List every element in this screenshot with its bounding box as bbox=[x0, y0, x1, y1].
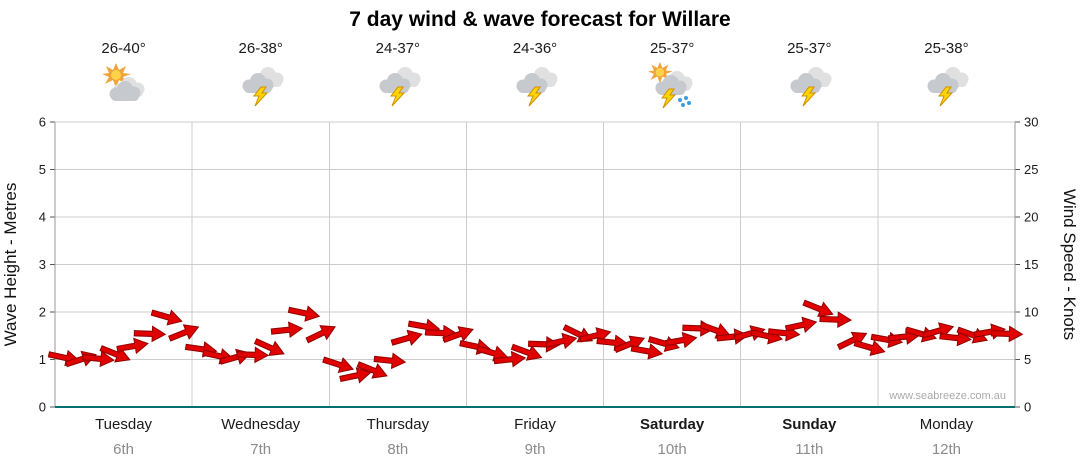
cloud-shape bbox=[655, 75, 687, 95]
left-tick-label: 0 bbox=[39, 400, 46, 415]
wind-arrow bbox=[99, 345, 131, 363]
lightning-bolt bbox=[252, 86, 268, 107]
day-name-label: Monday bbox=[919, 416, 974, 433]
chart-title: 7 day wind & wave forecast for Willare bbox=[349, 8, 731, 31]
day-temperature-range: 25-38° bbox=[924, 40, 969, 57]
lightning-bolt bbox=[661, 88, 677, 109]
wind-arrow bbox=[168, 324, 200, 342]
wind-arrow bbox=[784, 316, 818, 333]
wind-arrow bbox=[373, 352, 407, 370]
wind-arrow bbox=[305, 325, 336, 344]
wind-arrow bbox=[819, 311, 852, 328]
sun-behind-cloud-icon bbox=[99, 62, 149, 110]
wind-arrow bbox=[287, 305, 321, 322]
day-temperature-range: 25-37° bbox=[787, 40, 832, 57]
right-tick-label: 5 bbox=[1024, 352, 1031, 367]
day-temperature-range: 25-37° bbox=[649, 40, 695, 57]
day-date-label: 12th bbox=[931, 441, 962, 458]
day-name-label: Friday bbox=[514, 416, 556, 433]
day-date-label: 6th bbox=[113, 441, 134, 458]
rain-drop bbox=[684, 96, 689, 100]
rain-drop bbox=[681, 103, 686, 107]
left-tick-label: 4 bbox=[39, 210, 46, 225]
day-name-label: Thursday bbox=[366, 416, 430, 433]
wind-arrow bbox=[956, 326, 989, 344]
wind-arrow bbox=[836, 331, 868, 351]
day-temperature-range: 24-36° bbox=[512, 40, 558, 57]
day-name-label: Tuesday bbox=[95, 416, 153, 433]
wind-arrow bbox=[356, 361, 388, 379]
thunderstorm-icon bbox=[236, 62, 286, 110]
thunderstorm-icon bbox=[373, 62, 423, 110]
day-date-label: 11th bbox=[795, 441, 824, 458]
day-name-label: Sunday bbox=[782, 416, 837, 433]
right-tick-label: 0 bbox=[1024, 400, 1031, 415]
day-date-label: 7th bbox=[250, 441, 272, 458]
day-name-label: Wednesday bbox=[221, 416, 301, 433]
wind-arrow bbox=[802, 299, 834, 317]
thunderstorm-icon bbox=[921, 62, 971, 110]
wind-arrow bbox=[116, 337, 149, 355]
left-tick-label: 5 bbox=[39, 162, 46, 177]
left-axis-label: Wave Height - Metres bbox=[1, 183, 20, 347]
watermark: www.seabreeze.com.au bbox=[888, 390, 1006, 402]
day-temperature-range: 26-40° bbox=[101, 40, 146, 57]
left-tick-label: 1 bbox=[39, 352, 46, 367]
wind-arrow bbox=[133, 325, 167, 343]
day-date-label: 10th bbox=[657, 441, 687, 458]
wind-arrow bbox=[150, 309, 183, 326]
thunderstorm-icon bbox=[510, 62, 560, 110]
thunderstorm-icon bbox=[784, 62, 834, 110]
wind-arrow bbox=[493, 350, 527, 368]
lightning-bolt bbox=[938, 86, 954, 107]
wind-arrow bbox=[630, 343, 664, 360]
wind-arrow bbox=[322, 356, 355, 374]
wind-arrow bbox=[442, 326, 474, 344]
day-temperature-range: 24-37° bbox=[375, 40, 421, 57]
wind-arrow bbox=[544, 332, 578, 350]
right-axis-label: Wind Speed - Knots bbox=[1060, 189, 1079, 340]
rain-drop bbox=[687, 101, 692, 105]
left-tick-label: 3 bbox=[39, 257, 46, 272]
day-temperature-range: 26-38° bbox=[238, 40, 283, 57]
cloud-shape bbox=[109, 81, 141, 101]
day-date-label: 8th bbox=[387, 441, 409, 458]
wind-arrow bbox=[664, 331, 698, 349]
wind-arrow bbox=[270, 321, 304, 339]
wind-arrow bbox=[82, 350, 115, 368]
right-tick-label: 15 bbox=[1024, 257, 1038, 272]
wind-arrow bbox=[47, 349, 81, 367]
right-tick-label: 25 bbox=[1024, 162, 1038, 177]
wind-arrow bbox=[853, 339, 886, 357]
right-tick-label: 10 bbox=[1024, 305, 1038, 320]
sun-shower-icon bbox=[647, 62, 697, 110]
lightning-bolt bbox=[801, 86, 817, 107]
cloud-shape bbox=[790, 73, 822, 93]
day-name-label: Saturday bbox=[640, 416, 705, 433]
right-tick-label: 30 bbox=[1024, 115, 1038, 130]
wind-arrow bbox=[613, 335, 646, 353]
left-tick-label: 2 bbox=[39, 305, 46, 320]
left-tick-label: 6 bbox=[39, 115, 46, 130]
lightning-bolt bbox=[526, 86, 543, 107]
wind-arrow bbox=[510, 343, 543, 361]
right-tick-label: 20 bbox=[1024, 210, 1038, 225]
wind-arrow bbox=[236, 346, 270, 364]
wind-arrow bbox=[390, 329, 423, 346]
lightning-bolt bbox=[389, 86, 405, 107]
wind-arrow bbox=[253, 338, 285, 356]
rain-drop bbox=[678, 98, 683, 102]
day-date-label: 9th bbox=[524, 441, 546, 458]
wind-arrow bbox=[990, 325, 1024, 343]
